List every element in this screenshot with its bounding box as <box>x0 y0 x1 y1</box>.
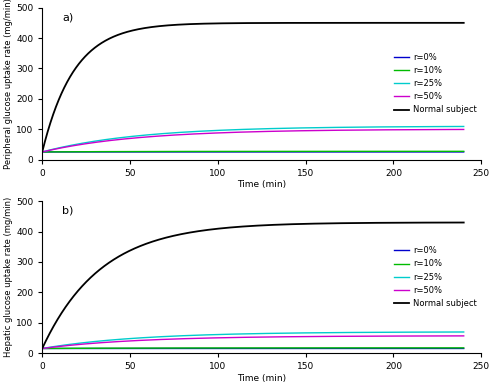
Text: a): a) <box>62 12 73 22</box>
Y-axis label: Hepatic glucose uptake rate (mg/min): Hepatic glucose uptake rate (mg/min) <box>4 197 13 357</box>
Text: b): b) <box>62 206 73 216</box>
X-axis label: Time (min): Time (min) <box>237 180 287 189</box>
Legend: r=0%, r=10%, r=25%, r=50%, Normal subject: r=0%, r=10%, r=25%, r=50%, Normal subjec… <box>394 53 477 115</box>
X-axis label: Time (min): Time (min) <box>237 374 287 383</box>
Legend: r=0%, r=10%, r=25%, r=50%, Normal subject: r=0%, r=10%, r=25%, r=50%, Normal subjec… <box>394 246 477 308</box>
Y-axis label: Peripheral glucose uptake rate (mg/min): Peripheral glucose uptake rate (mg/min) <box>4 0 13 169</box>
